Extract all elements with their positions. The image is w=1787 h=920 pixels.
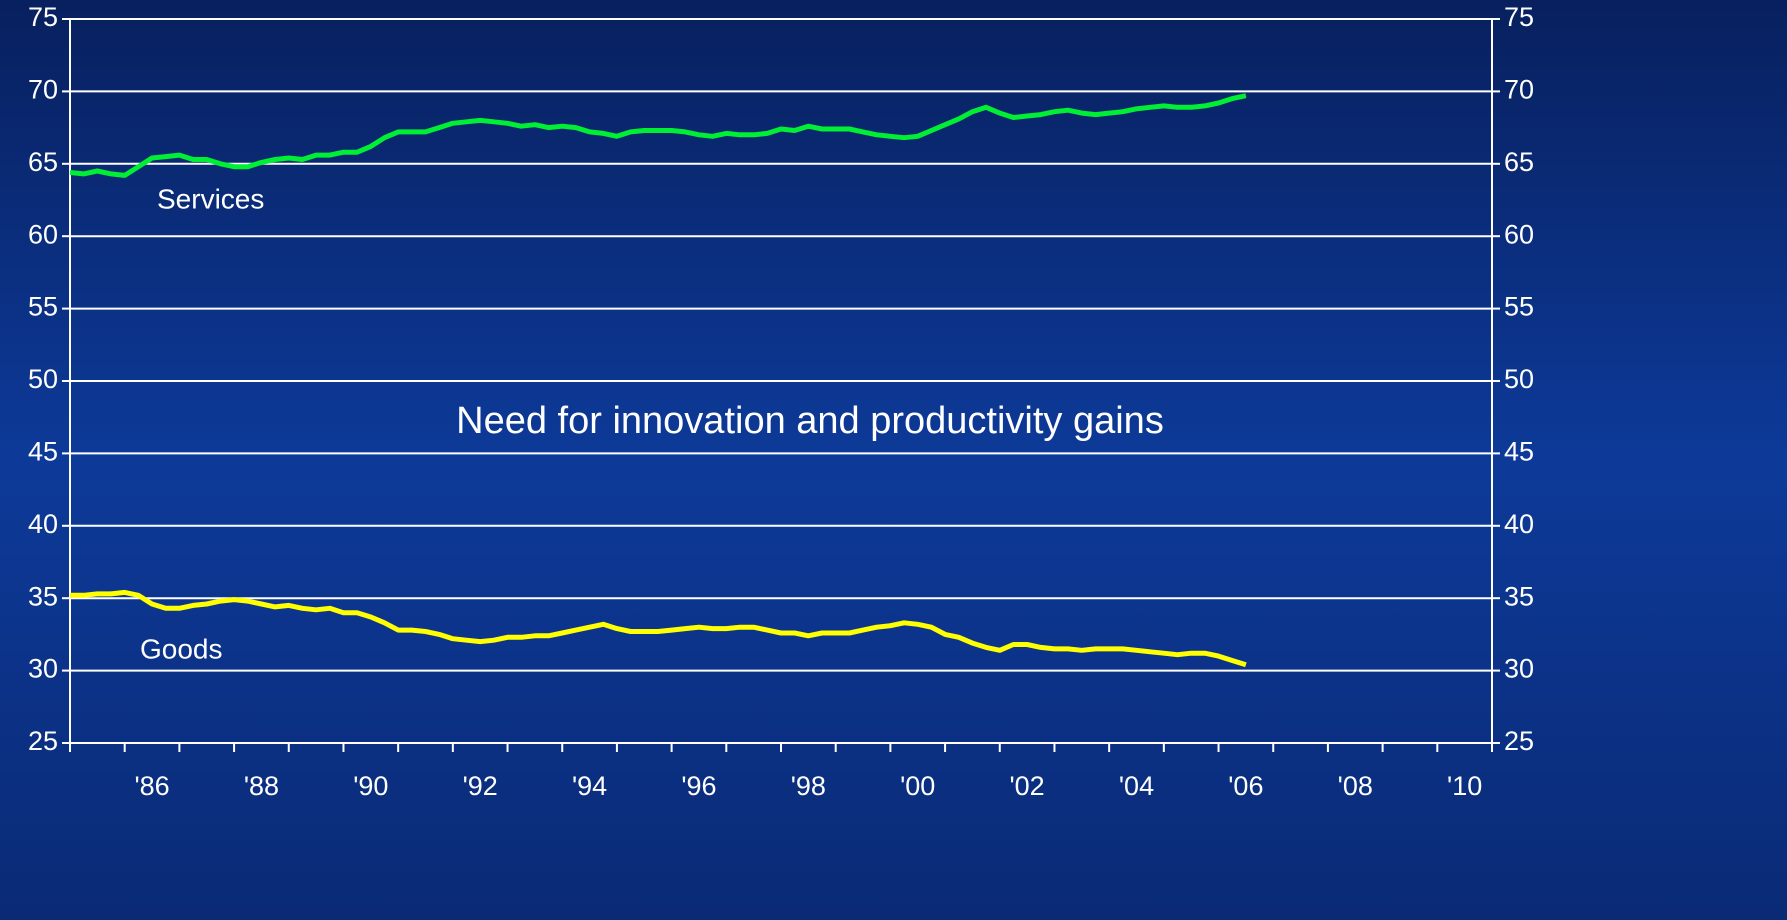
series-label: Services xyxy=(157,183,264,214)
series-line xyxy=(69,93,1247,178)
x-tick-label: '96 xyxy=(681,771,716,801)
y-tick-label: 70 xyxy=(28,75,58,105)
axes: 25 30 35 40 45 50 55 60 65 70 75 25 30 35 40 45 50 55 60 65… xyxy=(28,2,1534,801)
x-tick-label: '88 xyxy=(244,771,279,801)
series-line xyxy=(70,589,1247,668)
x-tick-label: '08 xyxy=(1338,771,1373,801)
x-tick-label: '00 xyxy=(900,771,935,801)
y2-tick-label: 55 xyxy=(1504,292,1534,322)
y-tick-label: 50 xyxy=(28,364,58,394)
x-tick-label: '10 xyxy=(1447,771,1482,801)
y-tick-label: 25 xyxy=(28,726,58,756)
y-tick-label: 40 xyxy=(28,509,58,539)
y2-tick-label: 30 xyxy=(1504,654,1534,684)
y-tick-label: 60 xyxy=(28,219,58,249)
y2-tick-label: 60 xyxy=(1504,219,1534,249)
annotation: Need for innovation and productivity gai… xyxy=(456,400,1164,442)
x-tick-label: '92 xyxy=(463,771,498,801)
grid xyxy=(70,18,1492,744)
y-tick-label: 45 xyxy=(28,437,58,467)
x-tick-label: '06 xyxy=(1228,771,1263,801)
x-tick-label: '86 xyxy=(134,771,169,801)
y2-tick-label: 50 xyxy=(1504,364,1534,394)
y2-tick-label: 25 xyxy=(1504,726,1534,756)
y2-tick-label: 35 xyxy=(1504,581,1534,611)
x-tick-label: '98 xyxy=(791,771,826,801)
x-tick-label: '90 xyxy=(353,771,388,801)
x-tick-label: '94 xyxy=(572,771,607,801)
y2-tick-label: 65 xyxy=(1504,147,1534,177)
y-tick-label: 75 xyxy=(28,2,58,32)
y-tick-label: 55 xyxy=(28,292,58,322)
y2-tick-label: 70 xyxy=(1504,75,1534,105)
x-tick-label: '02 xyxy=(1010,771,1045,801)
series-label: Goods xyxy=(140,633,223,664)
lines xyxy=(69,93,1247,668)
y2-tick-label: 45 xyxy=(1504,437,1534,467)
y-tick-label: 65 xyxy=(28,147,58,177)
y-tick-label: 35 xyxy=(28,581,58,611)
y2-tick-label: 75 xyxy=(1504,2,1534,32)
y-tick-label: 30 xyxy=(28,654,58,684)
x-tick-label: '04 xyxy=(1119,771,1154,801)
y2-tick-label: 40 xyxy=(1504,509,1534,539)
